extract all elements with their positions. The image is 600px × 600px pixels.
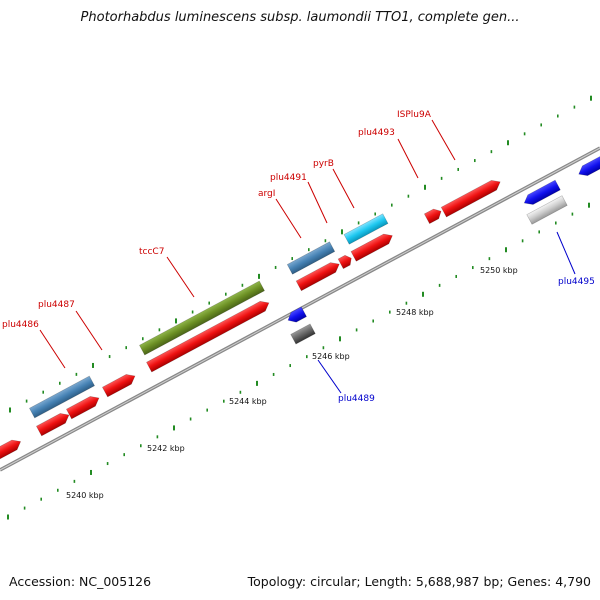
reverse-cds-arrow[interactable] xyxy=(576,154,600,179)
forward-cds-arrow[interactable] xyxy=(36,410,71,437)
gene-label[interactable]: plu4489 xyxy=(338,394,375,404)
dark-gray-feature[interactable] xyxy=(290,323,316,345)
olive-feature[interactable] xyxy=(139,280,265,356)
forward-cds-arrow[interactable] xyxy=(440,177,503,218)
label-leaders xyxy=(39,119,576,394)
gene-label[interactable]: plu4495 xyxy=(558,277,595,287)
tick-label: 5248 kbp xyxy=(396,308,434,317)
tick-label: 5242 kbp xyxy=(147,444,185,453)
tick-label: 5246 kbp xyxy=(312,352,350,361)
leader-plu4495 xyxy=(556,231,576,275)
gene-label[interactable]: argI xyxy=(258,189,275,199)
gene-label[interactable]: plu4486 xyxy=(2,320,39,330)
cyan-feature[interactable] xyxy=(343,213,389,245)
leader-tccC7 xyxy=(166,256,195,298)
inner-tick-row xyxy=(7,202,590,520)
forward-cds-arrow[interactable] xyxy=(146,298,271,373)
leader-plu4487 xyxy=(75,310,103,351)
forward-cds-arrow[interactable] xyxy=(102,371,137,398)
leader-pyrB xyxy=(332,168,355,209)
leader-plu4491 xyxy=(307,181,328,224)
forward-cds-arrow[interactable] xyxy=(350,231,395,262)
leader-plu4489 xyxy=(317,359,342,394)
tick-label: 5244 kbp xyxy=(229,397,267,406)
gray-feature[interactable] xyxy=(526,195,568,225)
tick-label: 5240 kbp xyxy=(66,491,104,500)
gene-label[interactable]: tccC7 xyxy=(139,247,164,257)
steelblue-feature[interactable] xyxy=(286,241,336,275)
steelblue-feature[interactable] xyxy=(29,375,95,419)
forward-cds-arrow[interactable] xyxy=(66,393,101,420)
coordinate-tick-labels: 5240 kbp 5242 kbp 5244 kbp 5246 kbp 5248… xyxy=(66,266,518,500)
gene-labels: plu4486 plu4487 tccC7 argI plu4491 pyrB … xyxy=(2,110,595,404)
feature-layer xyxy=(0,154,600,466)
genome-summary-text: Topology: circular; Length: 5,688,987 bp… xyxy=(247,574,591,589)
map-title: Photorhabdus luminescens subsp. laumondi… xyxy=(80,10,520,25)
leader-ISPlu9A xyxy=(431,119,456,161)
gene-label[interactable]: plu4491 xyxy=(270,173,307,183)
forward-cds-arrow[interactable] xyxy=(337,253,354,270)
tick-label: 5250 kbp xyxy=(480,266,518,275)
outer-tick-row xyxy=(9,95,592,413)
gene-label[interactable]: ISPlu9A xyxy=(397,110,432,120)
reverse-cds-arrow[interactable] xyxy=(522,179,561,208)
forward-cds-arrow[interactable] xyxy=(0,437,23,466)
gene-label[interactable]: plu4493 xyxy=(358,128,395,138)
reverse-cds-arrow[interactable] xyxy=(285,306,307,325)
gene-label[interactable]: pyrB xyxy=(313,159,334,169)
leader-plu4493 xyxy=(397,138,419,179)
forward-cds-arrow[interactable] xyxy=(423,206,443,225)
forward-cds-arrow[interactable] xyxy=(295,259,342,292)
leader-plu4486 xyxy=(39,329,66,369)
accession-text: Accession: NC_005126 xyxy=(9,574,152,589)
leader-argI xyxy=(275,198,302,239)
gene-label[interactable]: plu4487 xyxy=(38,300,75,310)
